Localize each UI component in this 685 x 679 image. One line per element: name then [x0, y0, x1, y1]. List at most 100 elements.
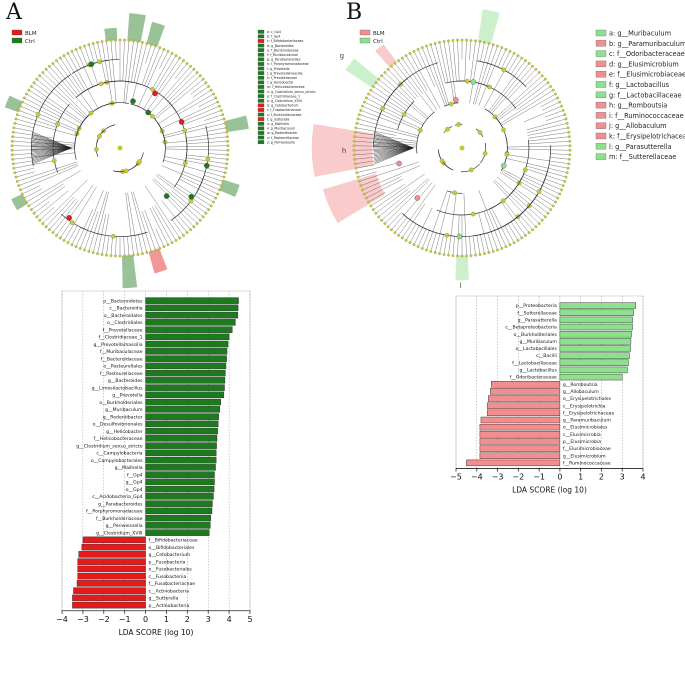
clade-branch [500, 172, 554, 207]
clade-branch [378, 190, 411, 217]
key-label: p: g_Clostridium_XVIII [267, 99, 302, 103]
leaf-node [442, 40, 446, 43]
clade-branch [405, 223, 417, 241]
clade-branch [370, 183, 406, 207]
key-label: j: g__Allobaculum [608, 122, 667, 130]
x-axis-label: LDA SCORE (log 10) [119, 628, 194, 637]
clade-marked-node [204, 162, 210, 169]
clade-branch [84, 211, 99, 251]
clade-highlight [127, 13, 146, 43]
leaf-node [166, 49, 170, 53]
key-label: h: f_Porphyromonadaceae [267, 62, 309, 66]
bar [145, 464, 216, 471]
clade-branch [20, 105, 79, 131]
clade-node [417, 128, 423, 133]
clade-branch [409, 225, 420, 243]
leaf-node [551, 204, 555, 208]
clade-branch [164, 156, 227, 169]
clade-branch [391, 182, 433, 230]
bar-label: g__Parasutterella [518, 317, 557, 323]
leaf-node [22, 196, 26, 200]
clade-branch [101, 213, 110, 255]
clade-branch [426, 45, 448, 106]
clade-branch [501, 93, 556, 126]
key-label: x: f_Pasteurellaceae [267, 136, 299, 140]
leaf-node [218, 104, 221, 108]
clade-node [504, 152, 510, 157]
leaf-node [566, 166, 570, 170]
key-label: b: f_Gp4 [267, 35, 280, 39]
leaf-node [70, 49, 74, 53]
clade-branch [356, 123, 418, 138]
clade-node [464, 78, 470, 84]
clade-node [501, 67, 507, 73]
clade-branch [190, 82, 207, 95]
key-swatch [257, 29, 265, 34]
clade-branch [115, 236, 117, 256]
clade-branch [179, 178, 216, 199]
clade-branch [527, 127, 569, 136]
clade-branch [22, 185, 40, 195]
leaf-node [549, 208, 553, 212]
clade-marked-node [470, 79, 477, 85]
clade-arc [437, 149, 452, 170]
leaf-node [123, 254, 126, 258]
clade-fan [31, 147, 72, 153]
clade-node [150, 113, 155, 119]
bar-label: p__Fusobacteria [149, 559, 186, 565]
clade-branch [71, 227, 81, 245]
key-swatch [257, 126, 265, 131]
bar [81, 543, 146, 551]
clade-branch [206, 168, 226, 173]
clade-branch [22, 101, 60, 120]
x-tick-label: −3 [492, 472, 504, 481]
bar [72, 594, 146, 602]
key-label: g: g_Parabacteroides [267, 58, 301, 62]
bar-label: f__Gp4 [127, 472, 143, 478]
leaf-node [149, 43, 153, 47]
leaf-node [420, 247, 424, 250]
bar-label: c__Acidobacteria_Gp4 [92, 494, 142, 500]
clade-node [55, 121, 60, 127]
clade-branch [494, 179, 540, 224]
leaf-node [393, 61, 397, 65]
bar [82, 536, 146, 544]
leaf-node [198, 218, 202, 222]
bar [479, 423, 561, 431]
clade-branch [355, 164, 376, 169]
leaf-node [433, 41, 437, 45]
key-swatch [595, 50, 607, 57]
bar [145, 369, 226, 377]
clade-fan [32, 147, 72, 161]
clade-fan [31, 147, 72, 154]
clade-node [51, 158, 57, 164]
leaf-node [359, 108, 363, 112]
bar [77, 572, 146, 580]
clade-branch [52, 200, 79, 233]
clade-branch [526, 118, 567, 131]
clade-branch [498, 82, 549, 121]
leaf-node [352, 153, 356, 157]
clade-branch [528, 136, 570, 142]
legend-swatch [359, 29, 371, 36]
leaf-node [17, 184, 21, 188]
leaf-node [91, 41, 95, 45]
clade-branch [192, 86, 209, 98]
clade-branch [443, 235, 448, 255]
bar [559, 359, 629, 366]
clade-branch [138, 49, 165, 107]
leaf-node [561, 108, 565, 112]
leaf-node [48, 228, 51, 232]
clade-branch [28, 183, 64, 207]
key-swatch [257, 135, 265, 140]
leaf-node [74, 245, 78, 249]
bar-label: f__Ruminococcaceae [563, 460, 611, 466]
leaf-node [13, 171, 17, 175]
leaf-node [207, 208, 211, 212]
leaf-node [62, 54, 66, 58]
clade-branch [496, 176, 546, 217]
clade-branch [480, 42, 485, 62]
leaf-node [374, 81, 378, 85]
clade-branch [500, 89, 554, 124]
clade-branch [364, 176, 402, 195]
